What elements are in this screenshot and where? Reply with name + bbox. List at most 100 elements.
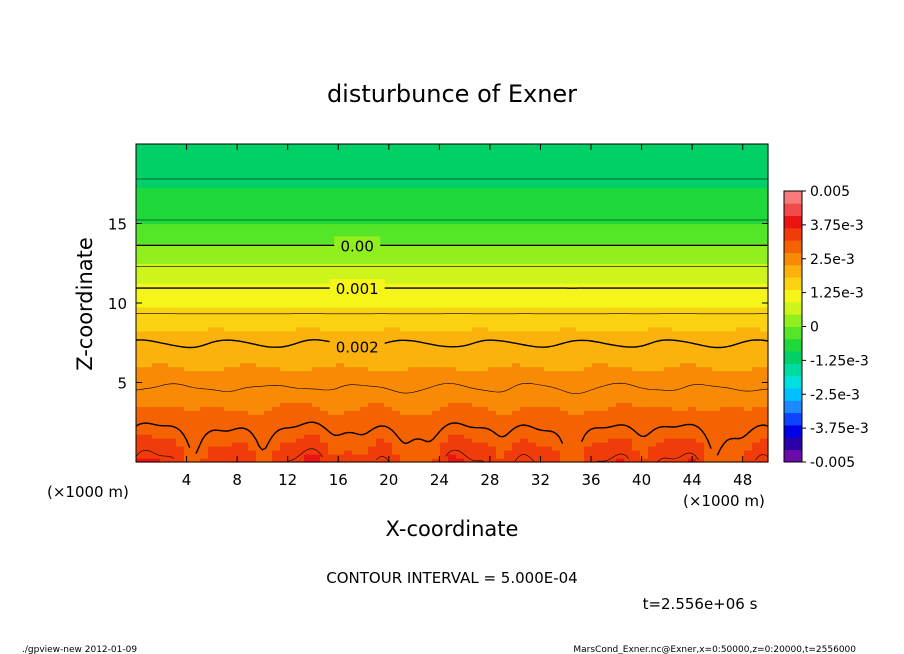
colorbar-swatch xyxy=(784,351,802,364)
field-column xyxy=(424,144,433,463)
field-column xyxy=(504,144,513,463)
x-tick-label: 44 xyxy=(683,471,702,489)
field-column xyxy=(624,144,633,463)
field-column xyxy=(360,144,369,463)
colorbar-swatch xyxy=(784,375,802,389)
colorbar-swatch xyxy=(784,264,802,278)
x-tick-label: 20 xyxy=(379,471,398,489)
field-column xyxy=(416,144,425,463)
field-column xyxy=(616,144,625,463)
field-column xyxy=(168,144,177,463)
x-tick-label: 8 xyxy=(232,471,242,489)
field-column xyxy=(312,144,321,463)
field-column xyxy=(600,144,609,463)
colorbar-tick-label: -0.005 xyxy=(810,455,855,471)
field-column xyxy=(296,144,305,463)
field-column xyxy=(512,144,521,463)
field-column xyxy=(632,144,641,463)
field-column xyxy=(528,144,537,463)
field-column xyxy=(448,144,457,463)
colorbar-swatch xyxy=(784,326,802,340)
field-column xyxy=(384,144,393,463)
field-column xyxy=(248,144,257,463)
contour-label: 0.00 xyxy=(340,237,373,255)
x-tick-label: 48 xyxy=(733,471,752,489)
y-tick-label: 5 xyxy=(117,375,127,393)
field-column xyxy=(176,144,185,463)
colorbar-swatch xyxy=(784,437,802,451)
colorbar-swatch xyxy=(784,301,802,315)
colorbar-swatch xyxy=(784,314,802,327)
colorbar-swatch xyxy=(784,425,802,438)
field-column xyxy=(320,144,329,463)
field-column xyxy=(488,144,497,463)
field-column xyxy=(520,144,529,463)
field-column xyxy=(280,144,289,463)
field-column xyxy=(744,144,753,463)
field-column xyxy=(648,144,657,463)
colorbar-swatch xyxy=(784,363,802,377)
colorbar-swatch xyxy=(784,191,802,204)
field-column xyxy=(192,144,201,463)
field-column xyxy=(752,144,761,463)
field-column xyxy=(336,144,345,463)
colorbar: 0.005 3.75e-3 2.5e-3 1.25e-3 0 -1.25e-3 -2.5e-… xyxy=(783,184,869,471)
plot-area xyxy=(136,144,769,463)
field-column xyxy=(720,144,729,463)
colorbar-tick-label: 0 xyxy=(810,320,819,336)
colorbar-tick-label: 2.5e-3 xyxy=(810,252,855,268)
colorbar-tick-label: -2.5e-3 xyxy=(810,387,860,403)
x-tick-label: 32 xyxy=(531,471,550,489)
colorbar-swatch xyxy=(784,240,802,253)
colorbar-swatch xyxy=(784,252,802,266)
field-column xyxy=(464,144,473,463)
field-column xyxy=(680,144,689,463)
field-column xyxy=(224,144,233,463)
field-column xyxy=(152,144,161,463)
field-column xyxy=(144,144,153,463)
field-column xyxy=(272,144,281,463)
field-column xyxy=(480,144,489,463)
x-tick-label: 24 xyxy=(430,471,449,489)
field-column xyxy=(456,144,465,463)
y-tick-label: 15 xyxy=(108,216,127,234)
x-tick-label: 16 xyxy=(329,471,348,489)
field-column xyxy=(200,144,209,463)
field-column xyxy=(560,144,569,463)
contour-interval-text: CONTOUR INTERVAL = 5.000E-04 xyxy=(326,569,577,587)
chart-title: disturbunce of Exner xyxy=(327,80,577,108)
x-unit-label-right: (×1000 m) xyxy=(683,492,765,510)
x-unit-label-left: (×1000 m) xyxy=(47,483,129,501)
contour-label: 0.002 xyxy=(336,339,379,357)
contour-line-major xyxy=(136,339,768,349)
field-column xyxy=(328,144,337,463)
colorbar-tick-label: -3.75e-3 xyxy=(810,421,869,437)
field-column xyxy=(256,144,265,463)
footer-right: MarsCond_Exner.nc@Exner,x=0:50000,z=0:20… xyxy=(573,645,856,654)
colorbar-tick-label: 1.25e-3 xyxy=(810,286,864,302)
field-column xyxy=(232,144,241,463)
contour-lines: 0.00 0.001 0.002 xyxy=(136,178,768,462)
contour-label: 0.001 xyxy=(336,280,379,298)
contour-label-bg xyxy=(334,236,381,255)
field-column xyxy=(344,144,353,463)
x-tick-label: 4 xyxy=(182,471,192,489)
x-tick-label: 12 xyxy=(278,471,297,489)
x-tick-label: 40 xyxy=(632,471,651,489)
colorbar-swatch xyxy=(784,277,802,290)
field-column xyxy=(656,144,665,463)
colorbar-tick-label: -1.25e-3 xyxy=(810,353,869,369)
contour-line xyxy=(136,448,768,462)
field-column xyxy=(576,144,585,463)
field-column xyxy=(264,144,273,463)
colorbar-swatch xyxy=(784,449,802,463)
colorbar-swatch xyxy=(784,227,802,241)
field-column xyxy=(592,144,601,463)
y-tick-label: 10 xyxy=(108,295,127,313)
colorbar-swatch xyxy=(784,338,802,352)
field-column xyxy=(760,144,769,463)
field-column xyxy=(216,144,225,463)
colorbar-tick-label: 3.75e-3 xyxy=(810,218,864,234)
field-column xyxy=(392,144,401,463)
